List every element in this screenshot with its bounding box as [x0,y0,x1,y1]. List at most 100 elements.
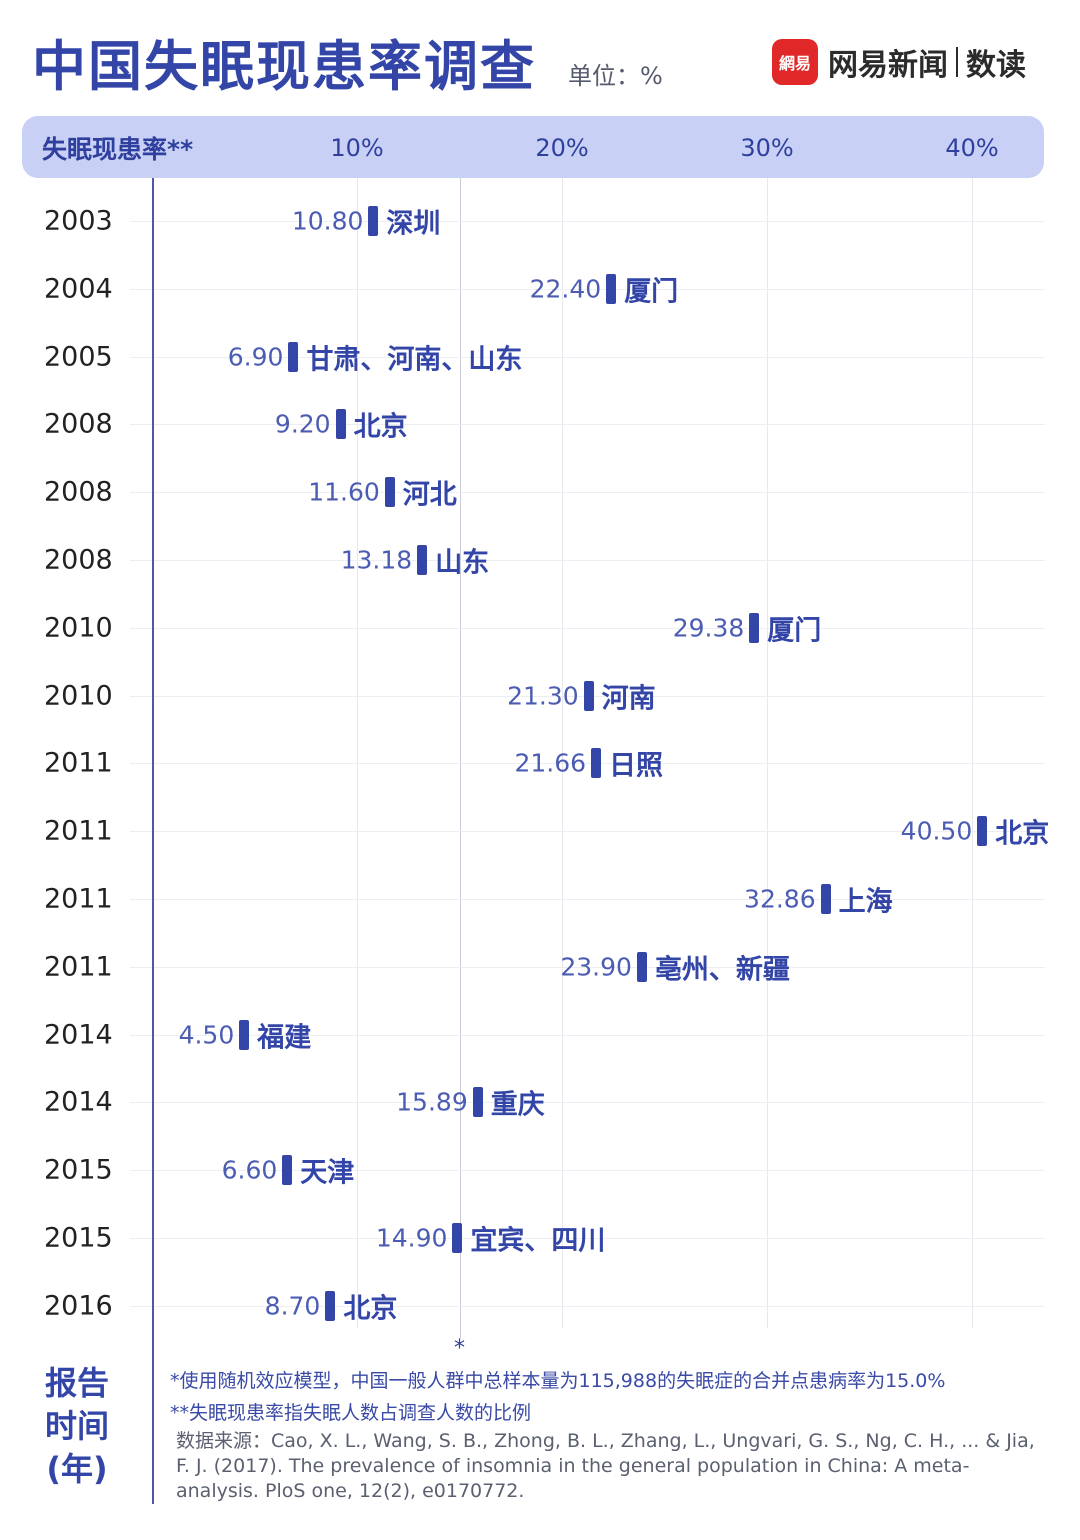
year-label: 2016 [44,1290,113,1322]
data-value-label: 21.66 [514,748,587,778]
brand-sub: 数读 [966,48,1026,83]
data-place-label: 北京 [353,411,408,443]
data-value-label: 15.89 [396,1087,468,1117]
row-gridline [130,1238,1045,1239]
data-mark [749,612,760,643]
x-gridline [357,178,358,1328]
data-value-label: 32.86 [744,884,816,914]
data-place-label: 厦门 [624,276,679,308]
brand-name: 网易新闻 [828,48,948,83]
data-mark [282,1155,293,1186]
data-value-label: 8.70 [264,1291,321,1321]
row-gridline [130,1102,1045,1104]
row-gridline [130,288,1045,290]
data-mark [239,1019,250,1050]
data-value-label: 23.90 [560,952,632,982]
year-label: 2005 [44,341,113,373]
data-place-label: 北京 [343,1293,398,1325]
data-place-label: 深圳 [386,208,441,240]
data-mark [335,409,346,440]
data-place-label: 宜宾、四川 [470,1225,606,1257]
data-place-label: 甘肃、河南、山东 [306,344,523,376]
data-mark [384,477,395,508]
row-gridline [130,492,1045,494]
row-gridline [130,560,1045,561]
year-label: 2010 [44,680,113,712]
axis-header-band [22,116,1044,178]
x-tick-label: 20% [535,134,589,162]
data-place-label: 山东 [435,547,490,579]
data-place-label: 亳州、新疆 [654,954,790,986]
data-value-label: 4.50 [178,1020,235,1050]
data-mark [417,545,428,575]
year-label: 2014 [44,1019,113,1051]
data-value-label: 10.80 [291,206,364,236]
data-value-label: 29.38 [672,613,745,643]
y-axis-line [152,178,154,1504]
data-value-label: 14.90 [375,1223,448,1253]
data-place-label: 重庆 [490,1089,545,1121]
data-value-label: 6.90 [227,342,284,372]
x-gridline [767,178,768,1328]
reference-line [459,178,461,1338]
year-label: 2011 [44,883,113,915]
reference-marker: * [454,1336,465,1361]
footnote-model: *使用随机效应模型，中国一般人群中总样本量为115,988的失眠症的合并点患病率… [170,1370,946,1392]
footnote-definition: **失眠现患率指失眠人数占调查人数的比例 [170,1402,532,1424]
data-place-label: 天津 [300,1157,355,1189]
data-mark [636,951,647,982]
data-place-label: 厦门 [767,615,822,647]
x-gridline [972,178,973,1328]
x-axis-label: 失眠现患率** [42,135,194,164]
data-mark [977,816,988,847]
year-label: 2011 [44,951,113,983]
data-mark [591,748,602,779]
year-label: 2003 [44,205,113,237]
data-mark [452,1223,463,1253]
data-place-label: 河南 [601,683,656,715]
data-mark [583,680,594,711]
unit-label: 单位：% [568,62,663,90]
brand: 網易 网易新闻 数读 [772,38,1026,86]
row-gridline [130,763,1045,765]
year-label: 2008 [44,476,113,508]
data-place-label: 北京 [995,818,1050,850]
year-label: 2015 [44,1154,113,1186]
data-value-label: 11.60 [308,477,380,507]
data-place-label: 福建 [257,1022,312,1054]
data-value-label: 21.30 [507,681,579,711]
page-title: 中国失眠现患率调查 [32,35,536,98]
data-mark [288,341,299,372]
row-gridline [130,966,1045,968]
row-gridline [130,1034,1045,1036]
data-mark [325,1290,336,1321]
y-axis-label-line: (年) [46,1450,108,1488]
data-mark [820,884,831,914]
row-gridline [130,356,1045,358]
row-gridline [130,627,1045,629]
year-label: 2011 [44,815,113,847]
row-gridline [130,831,1045,833]
data-place-label: 上海 [838,886,893,918]
year-label: 2011 [44,747,113,779]
y-axis-label-line: 时间 [44,1407,109,1445]
data-value-label: 22.40 [529,274,602,304]
brand-divider [956,47,958,77]
row-gridline [130,1170,1045,1172]
year-label: 2004 [44,273,113,305]
row-gridline [130,221,1045,222]
data-mark [368,206,379,236]
data-mark [472,1087,483,1118]
data-place-label: 日照 [609,750,664,782]
year-label: 2010 [44,612,113,644]
brand-logo-icon: 網易 [772,39,818,85]
row-gridline [130,424,1045,426]
data-value-label: 9.20 [274,409,331,439]
y-axis-label: 报告 时间 (年) [44,1362,110,1491]
row-gridline [130,899,1045,900]
year-label: 2015 [44,1222,113,1254]
data-value-label: 6.60 [221,1155,278,1185]
year-label: 2008 [44,544,113,576]
row-gridline [130,1305,1045,1307]
year-label: 2008 [44,408,113,440]
